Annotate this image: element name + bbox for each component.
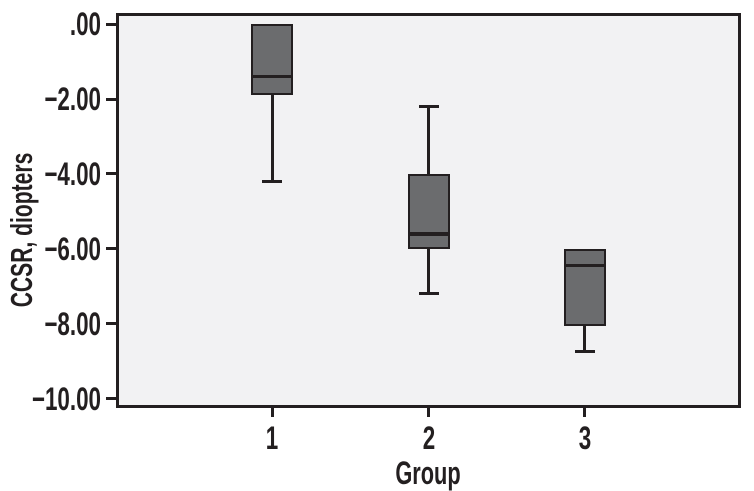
y-tick-label: −2.00 <box>44 81 101 118</box>
box <box>563 248 606 326</box>
x-tick-label: 2 <box>422 420 435 456</box>
median-line <box>563 263 606 268</box>
x-axis-tick <box>270 408 274 417</box>
y-axis-tick <box>106 397 116 401</box>
x-axis-tick <box>427 408 430 417</box>
whisker-cap-lower <box>574 350 595 354</box>
whisker-cap-lower <box>418 292 439 296</box>
y-axis-tick <box>106 97 116 101</box>
y-tick-label: −6.00 <box>44 230 101 267</box>
box <box>407 173 450 249</box>
x-axis-title: Group <box>395 455 461 491</box>
y-tick-label: .00 <box>69 6 101 43</box>
x-tick-label: 3 <box>578 420 591 456</box>
y-tick-label: −10.00 <box>31 380 101 417</box>
y-axis-tick <box>106 322 116 326</box>
whisker-line <box>270 24 274 182</box>
y-axis-tick <box>106 172 116 176</box>
whisker-cap-lower <box>262 179 283 183</box>
median-line <box>407 232 450 236</box>
y-axis-tick <box>106 247 116 251</box>
y-tick-label: −4.00 <box>44 155 101 192</box>
box <box>251 24 294 96</box>
y-axis-tick <box>106 22 116 26</box>
whisker-cap-upper <box>418 105 439 109</box>
y-tick-label: −8.00 <box>44 305 101 342</box>
x-tick-label: 1 <box>266 420 279 456</box>
x-axis-tick <box>583 408 587 417</box>
median-line <box>251 74 294 79</box>
